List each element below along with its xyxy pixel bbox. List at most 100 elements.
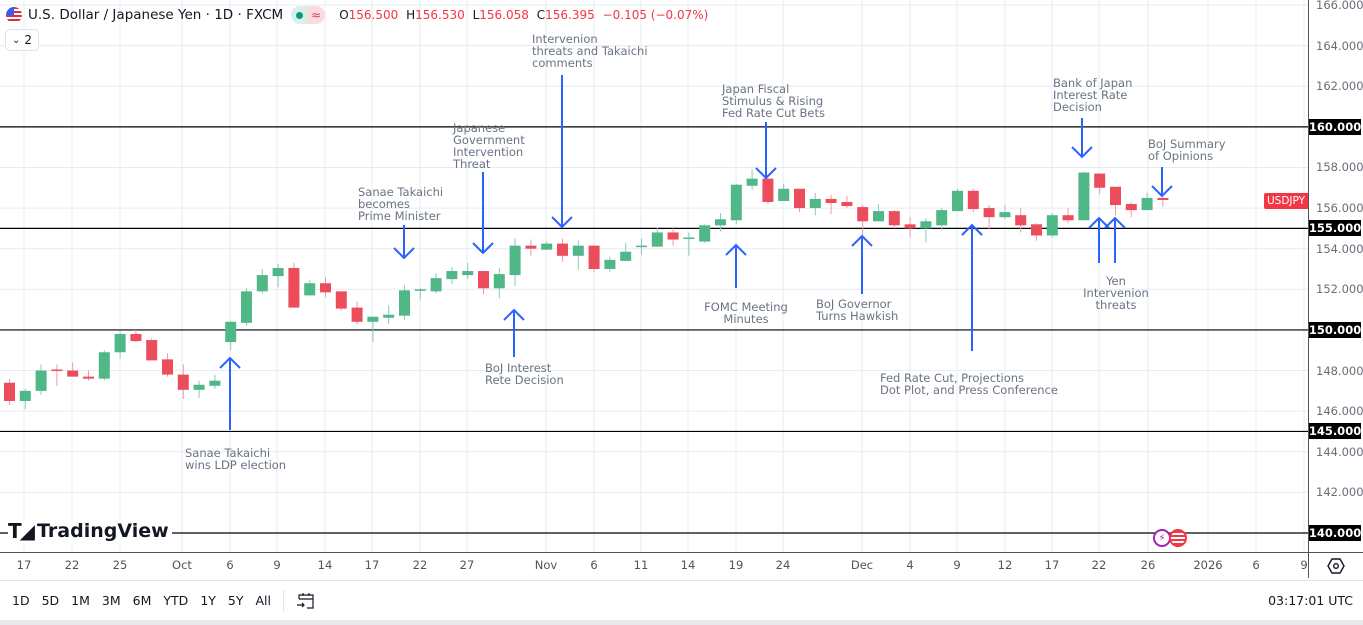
- candle: [114, 330, 126, 359]
- candle-body: [35, 370, 47, 391]
- chart-settings-icon[interactable]: [1327, 557, 1345, 575]
- range-ytd-button[interactable]: YTD: [163, 593, 189, 608]
- candle: [1031, 223, 1042, 241]
- candle: [983, 205, 995, 230]
- candle-body: [256, 275, 268, 292]
- range-6m-button[interactable]: 6M: [132, 593, 152, 608]
- range-1y-button[interactable]: 1Y: [200, 593, 216, 608]
- candle: [1078, 171, 1090, 221]
- high-value: 156.530: [415, 8, 465, 22]
- candle: [699, 224, 711, 243]
- candle: [209, 374, 221, 389]
- open-key: O: [339, 8, 349, 22]
- candle: [525, 239, 537, 256]
- candle-body: [715, 219, 726, 226]
- candle-body: [272, 267, 284, 277]
- candle: [920, 218, 932, 243]
- arrow-up-icon: [851, 234, 873, 294]
- price-tick-label: 152.000: [1316, 282, 1363, 297]
- candle-body: [51, 369, 63, 372]
- bottom-edge: [0, 620, 1363, 625]
- grid: [0, 0, 1308, 552]
- indicators-toggle-button[interactable]: ⌄ 2: [5, 29, 40, 51]
- arrow-down-icon: [472, 172, 494, 255]
- candle: [83, 370, 94, 381]
- range-1d-button[interactable]: 1D: [12, 593, 30, 608]
- candle: [873, 204, 884, 222]
- event-us-flag-icon[interactable]: [1169, 529, 1187, 547]
- ohlc-values: O156.500 H156.530 L156.058 C156.395 −0.1…: [335, 8, 708, 22]
- candle: [462, 262, 474, 280]
- annotation-boj-summary: BoJ Summary of Opinions: [1148, 137, 1226, 163]
- range-5d-button[interactable]: 5D: [41, 593, 60, 608]
- candle: [98, 350, 110, 381]
- annotation-yen-intervention: Yen Intervenion threats: [1083, 274, 1149, 312]
- candle-body: [762, 178, 774, 202]
- time-tick-label: 9: [1300, 558, 1308, 572]
- close-value: 156.395: [545, 8, 595, 22]
- candle: [19, 388, 31, 410]
- candle-body: [383, 314, 395, 318]
- candle: [762, 178, 774, 205]
- candle: [1110, 186, 1121, 216]
- level-price-label: 160.000: [1308, 118, 1362, 135]
- candle: [557, 238, 568, 262]
- price-tick-label: 148.000: [1316, 363, 1363, 378]
- candle-body: [1078, 172, 1090, 221]
- level-price-label: 155.000: [1308, 220, 1362, 237]
- market-status-badge[interactable]: ≈: [291, 6, 326, 24]
- candle: [1015, 208, 1027, 233]
- candle-body: [1110, 186, 1121, 206]
- candle-body: [1141, 197, 1153, 211]
- candle: [667, 228, 679, 246]
- candle-body: [983, 208, 995, 218]
- candle: [509, 238, 521, 287]
- bottom-toolbar: 1D 5D 1M 3M 6M YTD 1Y 5Y All 03:17:01 UT…: [0, 580, 1363, 620]
- time-tick-label: 6: [590, 558, 598, 572]
- time-tick-label: 22: [64, 558, 80, 572]
- candle: [320, 277, 331, 298]
- candle: [162, 353, 173, 377]
- level-price-label: 145.000: [1308, 423, 1362, 440]
- candle-body: [920, 221, 932, 229]
- price-tick-label: 144.000: [1316, 444, 1363, 459]
- annotation-boj-governor: BoJ Governor Turns Hawkish: [816, 297, 899, 323]
- time-tick-label: 25: [112, 558, 128, 572]
- candle-body: [967, 190, 979, 210]
- low-value: 156.058: [479, 8, 529, 22]
- candle-body: [699, 225, 711, 242]
- go-to-date-calendar-icon[interactable]: [296, 592, 316, 610]
- candle: [541, 241, 553, 250]
- arrow-down-icon: [755, 122, 777, 180]
- arrow-up-icon: [1088, 216, 1110, 263]
- candle-body: [288, 267, 300, 308]
- arrow-down-icon: [393, 225, 415, 260]
- candlestick-chart[interactable]: [0, 0, 1363, 580]
- candle: [288, 262, 300, 308]
- tradingview-logo[interactable]: T◢ TradingView: [8, 519, 172, 543]
- candle: [651, 227, 663, 247]
- time-tick-label: 2026: [1193, 558, 1223, 572]
- chevron-down-icon: ⌄: [12, 34, 21, 46]
- range-3m-button[interactable]: 3M: [101, 593, 121, 608]
- candle: [4, 378, 15, 406]
- time-tick-label: 17: [1044, 558, 1060, 572]
- candle-body: [462, 271, 474, 276]
- high-key: H: [406, 8, 416, 22]
- candle-body: [1125, 204, 1137, 211]
- candle: [146, 338, 158, 361]
- candle-body: [193, 384, 205, 390]
- time-tick-label: 6: [226, 558, 234, 572]
- price-tick-label: 156.000: [1316, 201, 1363, 216]
- candle-body: [1046, 215, 1058, 236]
- symbol-title[interactable]: U.S. Dollar / Japanese Yen · 1D · FXCM: [28, 7, 284, 23]
- range-5y-button[interactable]: 5Y: [227, 593, 244, 608]
- candle: [304, 280, 316, 296]
- candle-body: [557, 243, 568, 256]
- range-1m-button[interactable]: 1M: [71, 593, 90, 608]
- range-all-button[interactable]: All: [255, 593, 272, 608]
- candle-body: [320, 283, 331, 293]
- candle: [794, 188, 805, 213]
- clock-timezone[interactable]: 03:17:01 UTC: [1268, 593, 1353, 608]
- candle-body: [525, 245, 537, 249]
